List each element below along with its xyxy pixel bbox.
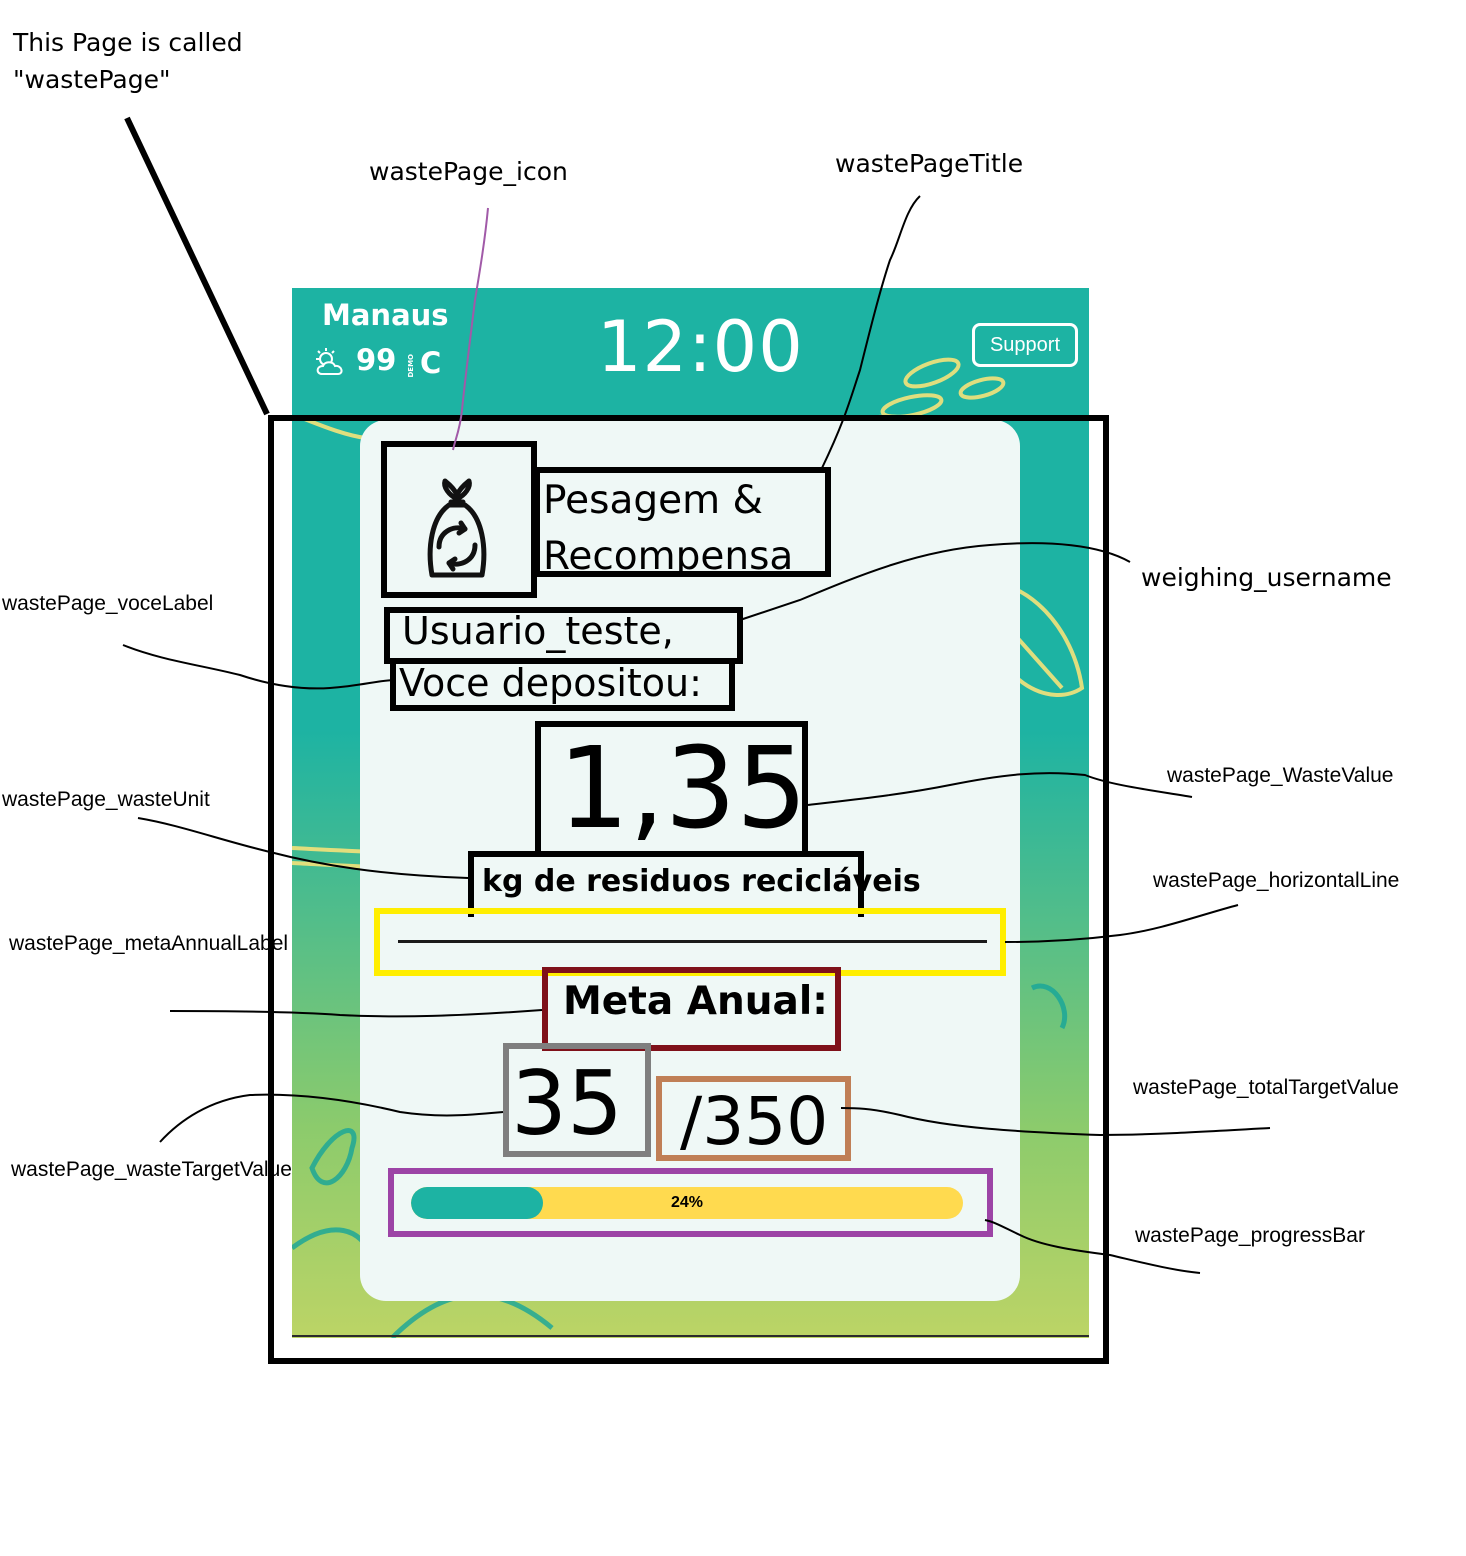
total-target-value: /350 — [680, 1083, 829, 1160]
demo-badge: DEMO — [407, 354, 415, 378]
progress-bar: 24% — [411, 1187, 963, 1219]
annotation-title: wastePageTitle — [835, 149, 1024, 178]
screen-bottom-border — [292, 1335, 1089, 1337]
temperature-value: 99 — [356, 343, 397, 377]
clock-time: 12:00 — [597, 306, 804, 388]
waste-bag-icon-frame — [381, 441, 537, 598]
recycle-bag-icon — [427, 478, 487, 578]
target-value-frame — [503, 1043, 651, 1157]
waste-value: 1,35 — [558, 724, 808, 854]
page-name-note: This Page is called "wastePage" — [13, 28, 243, 94]
horizontal-line — [398, 940, 987, 943]
waste-target-value: 35 — [511, 1052, 623, 1155]
progress-bar-frame — [388, 1168, 993, 1237]
annotation-total-target: wastePage_totalTargetValue — [1133, 1076, 1399, 1099]
title-frame — [534, 467, 831, 577]
page-title: Pesagem & Recompensa — [543, 478, 794, 579]
progress-label: 24% — [670, 1194, 704, 1211]
annotation-username: weighing_username — [1141, 563, 1392, 592]
wastepage-outline-frame — [268, 415, 1109, 1364]
temperature-unit: C — [420, 346, 442, 380]
weighing-username: Usuario_teste, — [402, 609, 674, 653]
city-name: Manaus — [322, 298, 449, 332]
waste-unit: kg de residuos recicláveis — [482, 864, 921, 899]
waste-unit-frame — [468, 851, 864, 917]
partly-cloudy-icon — [314, 348, 350, 382]
annotation-voce: wastePage_voceLabel — [2, 592, 214, 615]
annotation-target-value: wastePage_wasteTargetValue — [11, 1158, 292, 1181]
annotation-icon: wastePage_icon — [369, 157, 568, 186]
annotation-meta-label: wastePage_metaAnnualLabel — [9, 932, 289, 955]
progress-fill — [411, 1187, 544, 1219]
support-button[interactable]: Support — [972, 323, 1078, 367]
annotation-progress-bar: wastePage_progressBar — [1135, 1224, 1365, 1247]
voce-label: Voce depositou: — [399, 661, 702, 705]
annotation-waste-value: wastePage_WasteValue — [1167, 764, 1394, 787]
meta-annual-label: Meta Anual: — [563, 979, 828, 1024]
horizontal-line-frame — [374, 908, 1006, 976]
meta-annual-frame — [542, 967, 841, 1051]
annotation-waste-unit: wastePage_wasteUnit — [2, 788, 210, 811]
annotation-horizontal-line: wastePage_horizontalLine — [1153, 869, 1400, 892]
